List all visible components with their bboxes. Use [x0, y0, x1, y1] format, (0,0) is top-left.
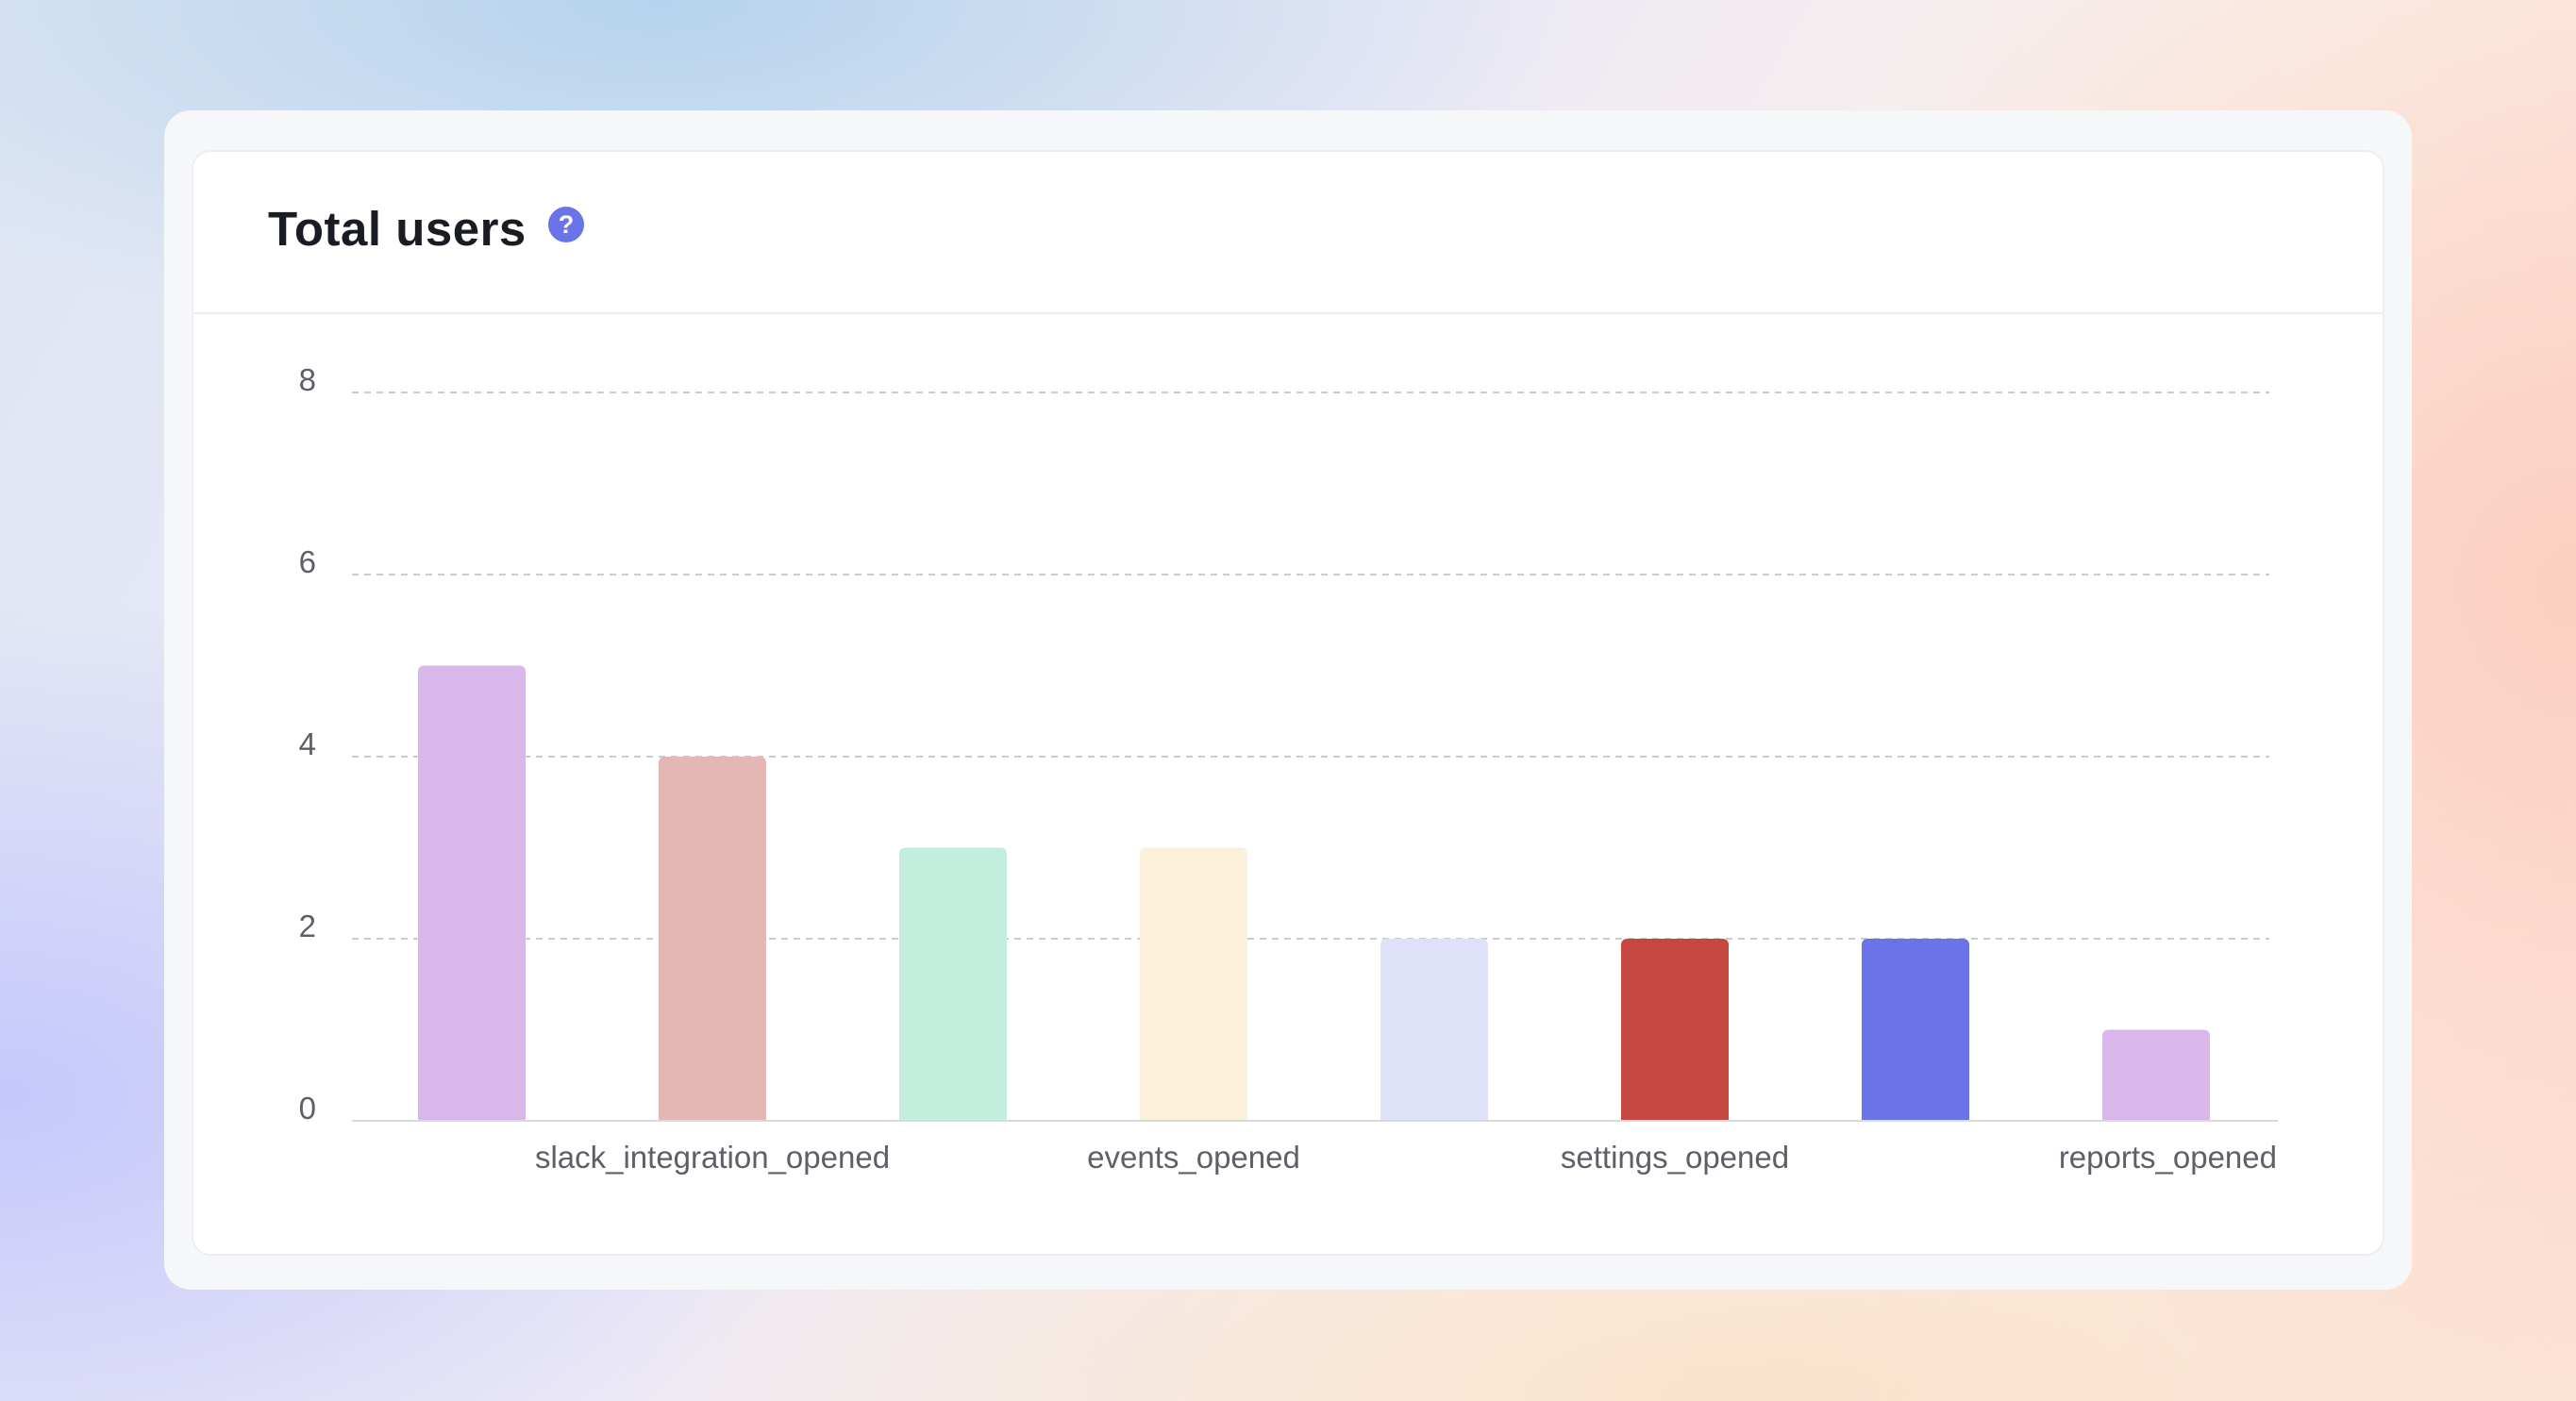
bar [418, 665, 526, 1121]
bar [1862, 939, 1969, 1121]
card-title: Total users [268, 202, 527, 256]
x-tick-label: reports_opened [2059, 1140, 2277, 1175]
chart-card: Total users ? [192, 150, 2384, 1256]
y-tick-label: 4 [299, 726, 316, 761]
bar [659, 757, 766, 1121]
bar [1380, 939, 1488, 1121]
y-tick-label: 8 [299, 362, 316, 397]
y-tick-label: 6 [299, 544, 316, 579]
card-header: Total users ? [193, 152, 2383, 314]
help-icon[interactable]: ? [548, 207, 584, 242]
bar [2102, 1029, 2210, 1121]
y-tick-label: 2 [299, 909, 316, 943]
bar [1140, 847, 1247, 1121]
x-tick-label: slack_integration_opened [535, 1140, 890, 1175]
bar [1621, 939, 1729, 1121]
x-tick-label: settings_opened [1561, 1140, 1789, 1175]
bar [899, 847, 1007, 1121]
x-tick-label: events_opened [1087, 1140, 1300, 1175]
y-tick-label: 0 [299, 1091, 316, 1126]
